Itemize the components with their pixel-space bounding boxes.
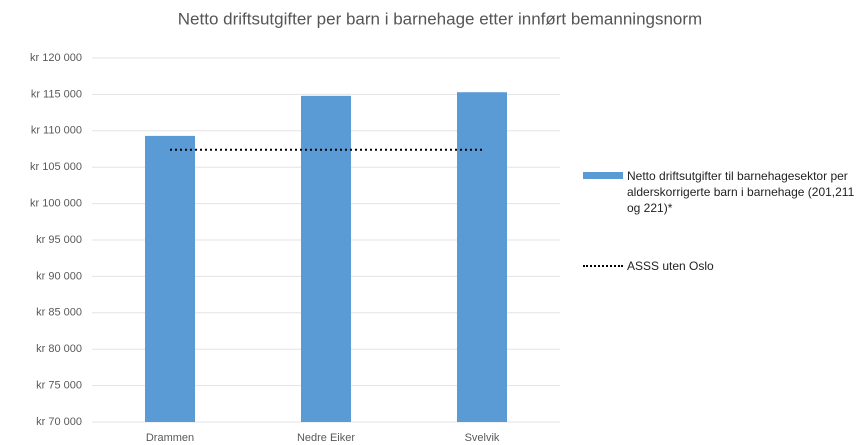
legend-swatch bbox=[583, 172, 623, 179]
x-tick-label: Svelvik bbox=[465, 432, 500, 444]
bar bbox=[457, 92, 507, 422]
y-tick-label: kr 115 000 bbox=[31, 88, 82, 100]
y-tick-label: kr 105 000 bbox=[30, 161, 82, 173]
y-tick-label: kr 110 000 bbox=[31, 125, 82, 137]
y-tick-label: kr 70 000 bbox=[36, 416, 82, 428]
y-tick-label: kr 120 000 bbox=[30, 52, 82, 64]
legend-swatch bbox=[583, 265, 623, 267]
x-tick-label: Nedre Eiker bbox=[297, 432, 355, 444]
legend-label: Netto driftsutgifter til barnehagesektor… bbox=[627, 169, 855, 215]
x-tick-label: Drammen bbox=[146, 432, 194, 444]
y-tick-label: kr 95 000 bbox=[36, 234, 82, 246]
chart-title: Netto driftsutgifter per barn i barnehag… bbox=[178, 9, 702, 28]
bar bbox=[301, 95, 351, 422]
y-tick-label: kr 85 000 bbox=[36, 307, 82, 319]
legend-label: ASSS uten Oslo bbox=[627, 259, 714, 273]
y-tick-label: kr 80 000 bbox=[36, 343, 82, 355]
y-tick-label: kr 100 000 bbox=[30, 198, 82, 210]
y-tick-label: kr 75 000 bbox=[36, 380, 82, 392]
y-tick-label: kr 90 000 bbox=[36, 270, 82, 282]
bar bbox=[145, 135, 195, 422]
